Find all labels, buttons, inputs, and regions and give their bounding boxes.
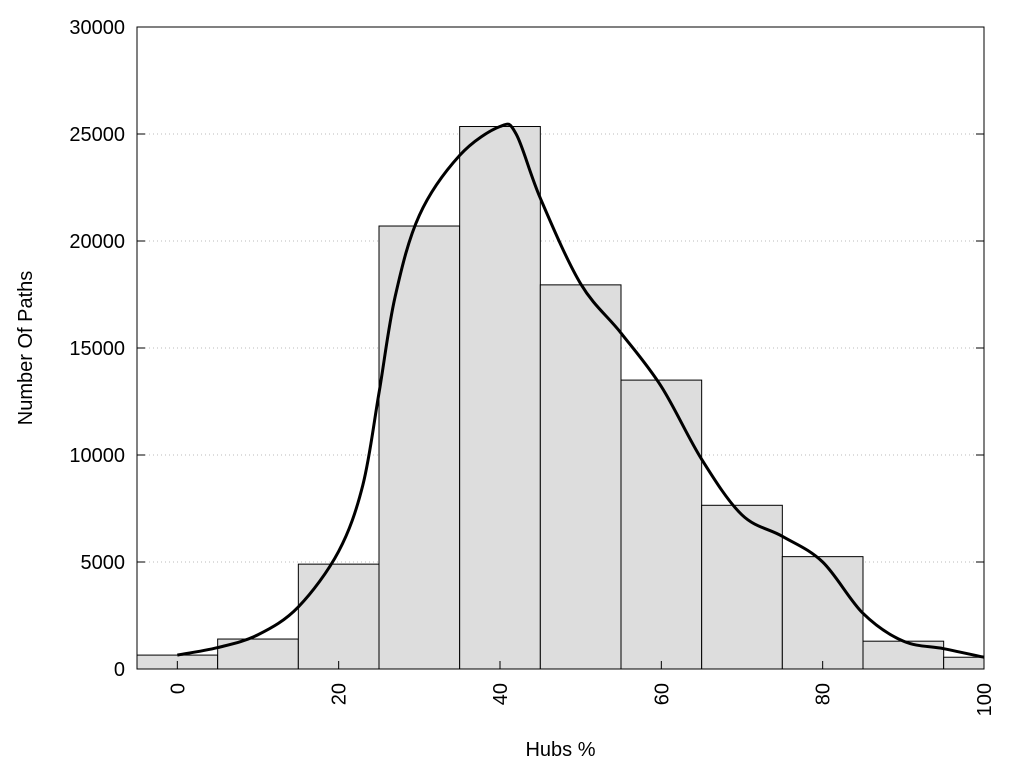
x-tick-label: 20 — [329, 683, 351, 705]
y-axis-ticks: 0 5000 10000 15000 20000 25000 30000 — [69, 17, 984, 681]
x-axis-ticks: 0 20 40 60 80 100 — [167, 661, 996, 716]
histogram-bar — [297, 563, 380, 670]
y-axis-label: Number Of Paths — [15, 271, 37, 426]
x-tick-label: 0 — [167, 683, 189, 694]
histogram-bar — [539, 284, 622, 670]
y-tick-label: 5000 — [81, 552, 126, 574]
x-tick-label: 60 — [651, 683, 673, 705]
y-tick-label: 30000 — [69, 17, 125, 39]
histogram-bar — [943, 656, 985, 670]
y-tick-label: 0 — [114, 659, 125, 681]
histogram-bar — [620, 379, 703, 670]
y-tick-label: 10000 — [69, 445, 125, 467]
y-tick-label: 15000 — [69, 338, 125, 360]
y-tick-label: 25000 — [69, 124, 125, 146]
histogram-bar — [378, 225, 461, 670]
x-tick-label: 100 — [974, 683, 996, 716]
y-tick-label: 20000 — [69, 231, 125, 253]
density-curve — [177, 122, 985, 659]
x-axis-label: Hubs % — [525, 739, 595, 761]
histogram-bars — [136, 126, 985, 670]
histogram-bar — [459, 126, 541, 670]
density-curve-layer — [177, 122, 985, 659]
histogram-bar — [862, 640, 945, 670]
x-tick-label: 80 — [813, 683, 835, 705]
histogram-bar — [701, 504, 783, 670]
x-tick-label: 40 — [490, 683, 512, 705]
histogram-bar — [781, 556, 864, 670]
